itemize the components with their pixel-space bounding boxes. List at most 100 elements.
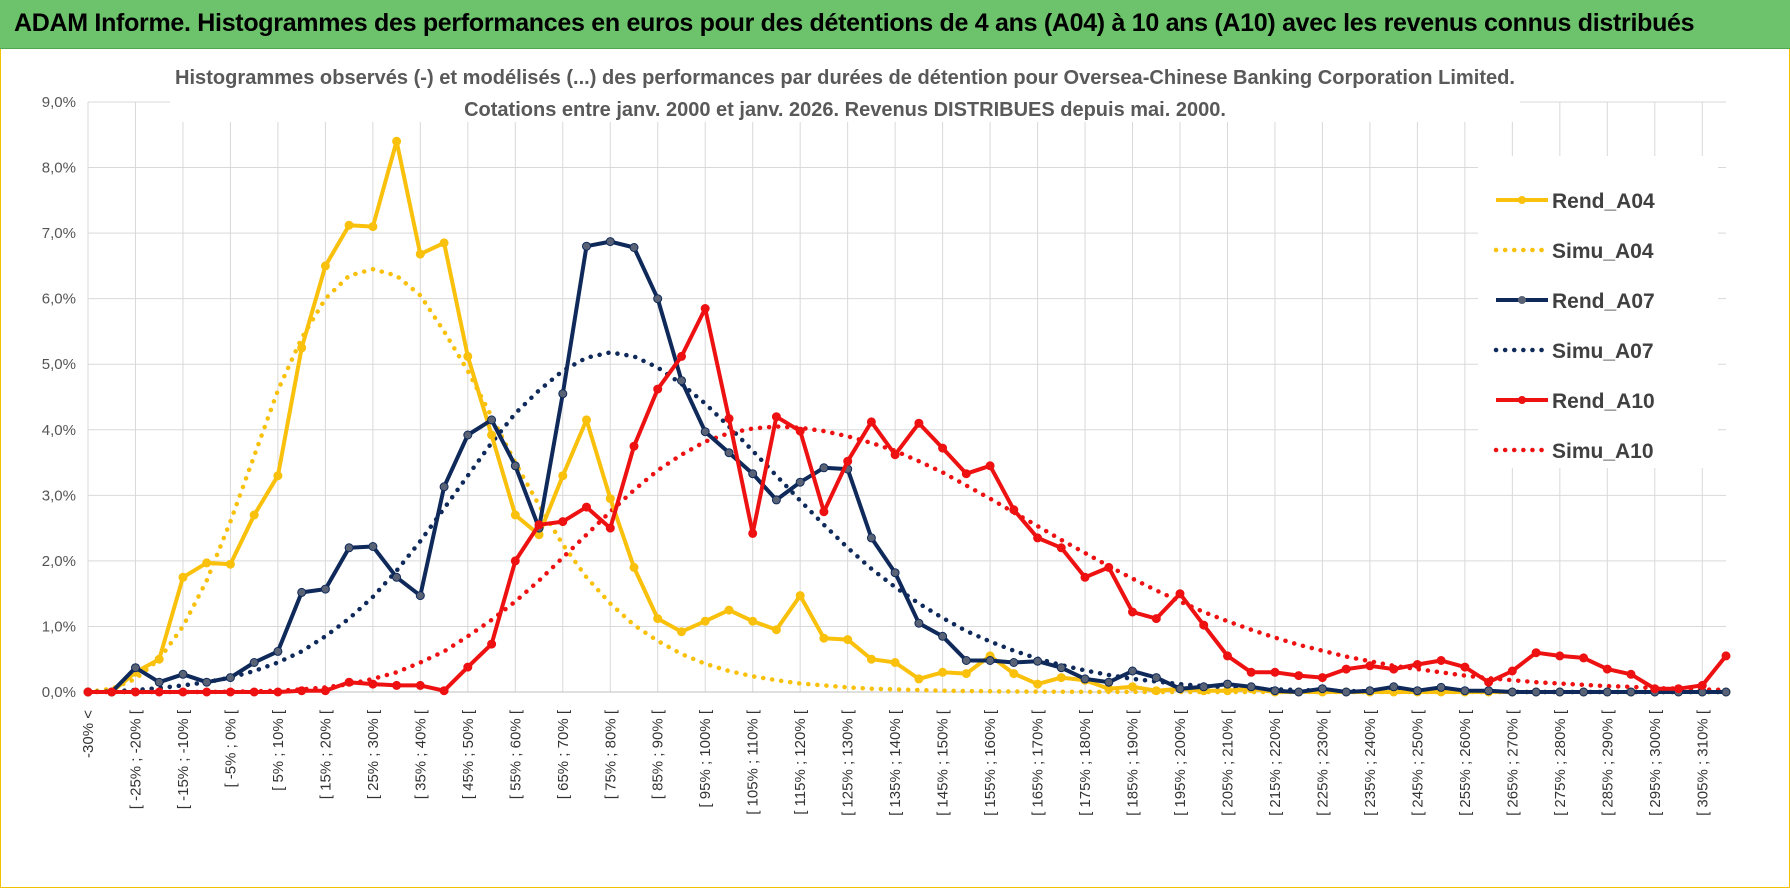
- data-point-Rend_A07: [368, 542, 378, 551]
- y-tick-label: 2,0%: [42, 553, 76, 570]
- data-point-Rend_A07: [1104, 677, 1114, 687]
- x-tick-label: [ 55% ; 60% [: [507, 709, 524, 799]
- x-tick-label: [ 255% ; 260% [: [1457, 709, 1474, 816]
- data-point-Rend_A07: [1555, 687, 1565, 697]
- data-point-Rend_A07: [771, 495, 781, 505]
- legend-label: Simu_A04: [1552, 240, 1654, 263]
- data-point-Rend_A04: [677, 627, 686, 637]
- data-point-Rend_A04: [178, 572, 188, 582]
- data-point-Rend_A04: [1033, 679, 1043, 689]
- data-point-Rend_A07: [1294, 687, 1304, 697]
- data-point-Rend_A07: [1484, 686, 1494, 696]
- data-point-Rend_A07: [961, 656, 971, 665]
- data-point-Rend_A04: [582, 415, 591, 425]
- legend-label: Rend_A07: [1552, 290, 1655, 313]
- data-point-Rend_A07: [1009, 658, 1019, 667]
- x-tick-label: [ 85% ; 90% [: [650, 709, 667, 799]
- data-point-Rend_A07: [1175, 684, 1185, 694]
- y-tick-label: 7,0%: [42, 225, 76, 242]
- x-tick-label: [ 35% ; 40% [: [412, 709, 429, 799]
- data-point-Rend_A10: [1151, 614, 1161, 624]
- x-tick-label: [ 215% ; 220% [: [1267, 709, 1284, 816]
- data-point-Rend_A10: [890, 450, 900, 460]
- data-point-Rend_A04: [320, 261, 330, 271]
- x-tick-label: [ -25% ; -20% [: [127, 709, 144, 809]
- data-point-Rend_A07: [1531, 687, 1541, 697]
- x-tick-label: [ 125% ; 130% [: [840, 709, 857, 816]
- data-point-Rend_A10: [1484, 677, 1494, 687]
- data-point-Rend_A10: [439, 686, 449, 696]
- data-point-Rend_A07: [320, 584, 330, 594]
- data-point-Rend_A10: [273, 687, 283, 697]
- data-point-Rend_A10: [344, 677, 354, 687]
- data-point-Rend_A04: [914, 674, 924, 684]
- data-point-Rend_A10: [415, 680, 425, 690]
- data-point-Rend_A10: [1033, 533, 1043, 543]
- data-point-Rend_A10: [1270, 667, 1280, 677]
- data-point-Rend_A07: [1128, 666, 1137, 676]
- data-point-Rend_A04: [771, 625, 781, 635]
- data-point-Rend_A10: [961, 469, 971, 479]
- data-point-Rend_A10: [748, 528, 758, 538]
- data-point-Rend_A07: [1223, 679, 1232, 689]
- data-point-Rend_A10: [202, 687, 212, 697]
- data-point-Rend_A10: [178, 687, 188, 697]
- data-point-Rend_A04: [961, 669, 971, 679]
- data-point-Rend_A07: [439, 482, 449, 492]
- data-point-Rend_A10: [866, 417, 876, 427]
- x-tick-label: [ 195% ; 200% [: [1172, 709, 1189, 816]
- data-point-Rend_A10: [487, 639, 497, 649]
- data-point-Rend_A07: [1199, 682, 1209, 692]
- x-tick-label: [ 5% ; 10% [: [270, 709, 287, 791]
- data-point-Rend_A04: [653, 614, 663, 624]
- data-point-Rend_A10: [1246, 667, 1256, 677]
- data-point-Rend_A07: [1317, 684, 1327, 694]
- data-point-Rend_A10: [1294, 671, 1304, 681]
- x-tick-label: [ 115% ; 120% [: [792, 709, 809, 815]
- data-point-Rend_A04: [154, 654, 164, 664]
- data-point-Rend_A10: [1650, 684, 1660, 694]
- data-point-Rend_A07: [1626, 687, 1636, 697]
- data-point-Rend_A04: [605, 494, 615, 504]
- y-tick-label: 8,0%: [42, 160, 76, 177]
- legend-box: [1478, 156, 1718, 468]
- data-point-Rend_A10: [1128, 607, 1137, 617]
- data-point-Rend_A10: [1175, 589, 1185, 599]
- data-point-Rend_A10: [107, 687, 117, 697]
- data-point-Rend_A04: [795, 591, 805, 601]
- data-point-Rend_A10: [1531, 648, 1541, 658]
- data-point-Rend_A10: [1056, 543, 1066, 553]
- data-point-Rend_A07: [700, 427, 710, 437]
- legend-marker: [1518, 196, 1526, 204]
- data-point-Rend_A07: [795, 477, 805, 487]
- data-point-Rend_A10: [1365, 661, 1375, 671]
- data-point-Rend_A10: [392, 680, 402, 690]
- data-point-Rend_A04: [819, 633, 829, 643]
- data-point-Rend_A10: [700, 304, 710, 313]
- x-tick-label: [ 205% ; 210% [: [1219, 709, 1236, 816]
- data-point-Rend_A07: [1602, 687, 1612, 697]
- chart-title-line-2: Cotations entre janv. 2000 et janv. 2026…: [464, 99, 1226, 121]
- x-tick-label: [ -5% ; 0% [: [222, 709, 239, 787]
- data-point-Rend_A07: [819, 463, 829, 473]
- data-point-Rend_A04: [297, 343, 307, 353]
- data-point-Rend_A10: [1389, 664, 1399, 674]
- x-tick-label: [ 25% ; 30% [: [365, 709, 382, 799]
- data-point-Rend_A04: [1151, 686, 1161, 696]
- data-point-Rend_A10: [154, 687, 164, 697]
- y-tick-label: 0,0%: [42, 684, 76, 701]
- data-point-Rend_A04: [890, 658, 900, 667]
- x-tick-label: [ 185% ; 190% [: [1125, 709, 1142, 816]
- data-point-Rend_A04: [1056, 673, 1066, 683]
- data-point-Rend_A10: [605, 523, 615, 533]
- data-point-Rend_A07: [629, 243, 639, 252]
- data-point-Rend_A10: [1460, 662, 1470, 672]
- data-point-Rend_A07: [178, 669, 188, 679]
- data-point-Rend_A04: [1009, 669, 1019, 679]
- data-point-Rend_A04: [748, 616, 758, 626]
- data-point-Rend_A10: [368, 679, 378, 689]
- data-point-Rend_A10: [1080, 572, 1090, 582]
- data-point-Rend_A07: [1365, 686, 1375, 696]
- legend-marker: [1518, 396, 1526, 404]
- legend: Rend_A04 Simu_A04 Rend_A07 Simu_A07 Rend_A10…: [1478, 156, 1718, 468]
